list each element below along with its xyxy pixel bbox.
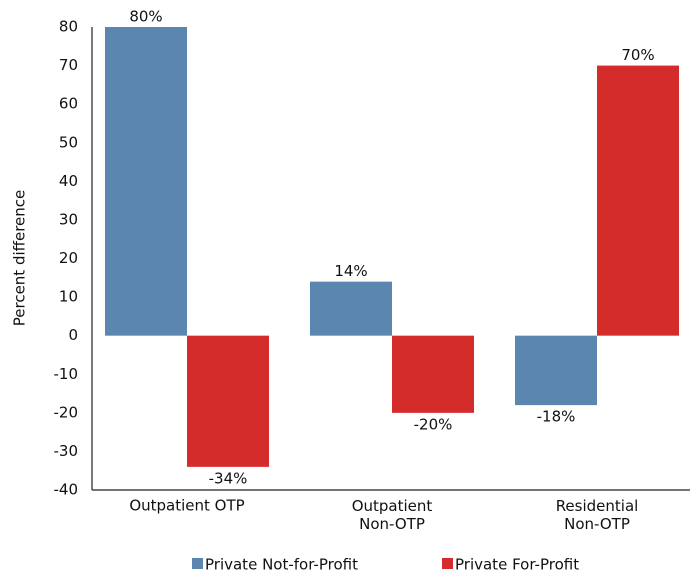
value-label: -34%	[209, 469, 248, 487]
value-label: -18%	[537, 408, 576, 426]
y-tick-label: 80	[59, 18, 78, 36]
y-tick-label: -30	[54, 442, 79, 460]
bar	[310, 281, 392, 336]
value-label: 80%	[129, 8, 162, 26]
y-tick-label: 60	[59, 95, 78, 113]
y-tick-label: 0	[68, 326, 78, 344]
legend-label: Private For-Profit	[455, 556, 579, 574]
bar	[392, 335, 474, 413]
y-tick-label: -40	[54, 481, 79, 499]
bar	[187, 335, 269, 467]
legend-label: Private Not-for-Profit	[205, 556, 358, 574]
legend-swatch	[442, 558, 453, 569]
y-axis-label: Percent difference	[11, 190, 29, 327]
legend-swatch	[192, 558, 203, 569]
x-tick-label: Outpatient Non-OTP	[352, 497, 433, 533]
value-label: -20%	[414, 415, 453, 433]
x-tick-label: Residential Non-OTP	[556, 497, 639, 533]
y-tick-label: 40	[59, 172, 78, 190]
y-tick-label: 10	[59, 288, 78, 306]
bar	[105, 27, 187, 336]
y-tick-label: 20	[59, 249, 78, 267]
y-tick-label: 50	[59, 133, 78, 151]
y-tick-label: -10	[54, 365, 79, 383]
value-label: 70%	[621, 46, 654, 64]
value-label: 14%	[334, 262, 367, 280]
bar	[515, 335, 597, 406]
y-tick-label: 70	[59, 56, 78, 74]
x-tick-label: Outpatient OTP	[129, 497, 244, 515]
y-tick-label: -20	[54, 403, 79, 421]
bar	[597, 65, 679, 336]
y-tick-label: 30	[59, 210, 78, 228]
